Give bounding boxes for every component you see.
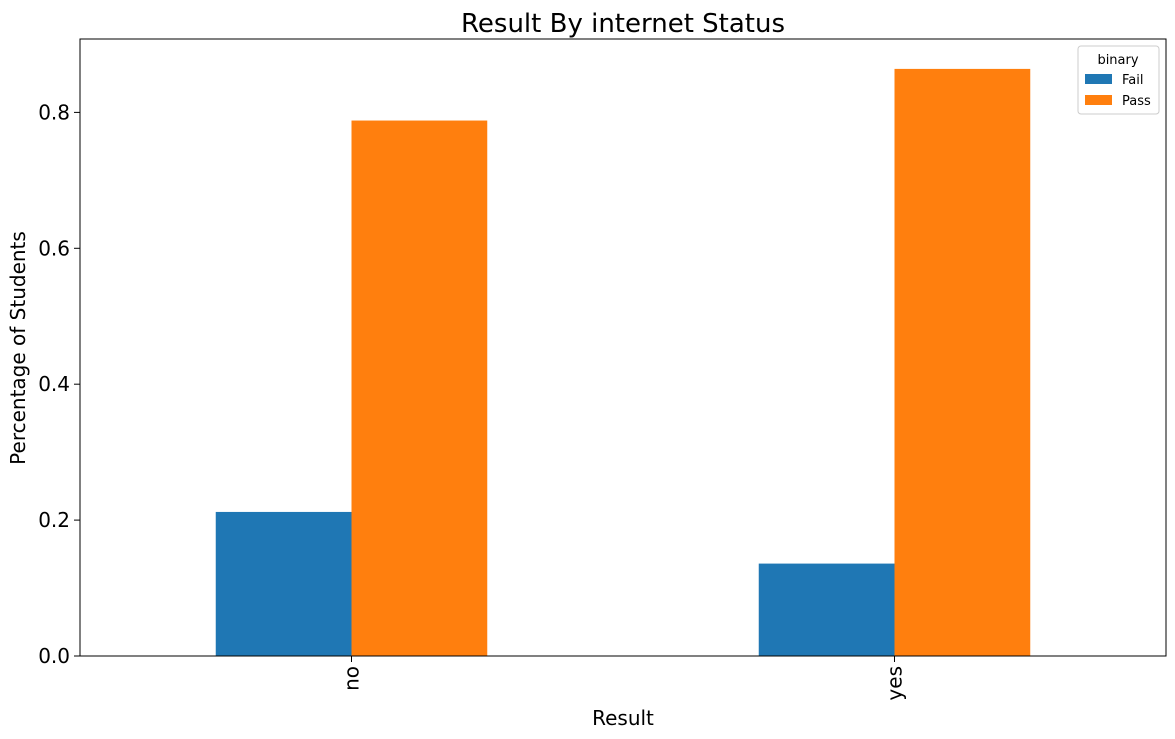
bar-fail-yes — [758, 563, 895, 656]
legend-items: Fail Pass — [1085, 73, 1151, 109]
y-tick-label: 0.0 — [38, 644, 70, 668]
legend-label-fail: Fail — [1122, 73, 1143, 88]
legend-title: binary — [1097, 53, 1138, 68]
axes-frame — [79, 38, 1167, 657]
y-tick-label: 0.6 — [38, 236, 70, 260]
x-axis-label: Result — [592, 706, 654, 730]
bar-pass-no — [351, 120, 488, 657]
bar-fail-no — [215, 511, 352, 656]
y-tick-label: 0.4 — [38, 372, 70, 396]
x-tick-label-yes: yes — [883, 666, 907, 701]
x-tick-label-no: no — [340, 666, 364, 691]
y-axis: 0.0 0.2 0.4 0.6 0.8 — [38, 100, 80, 668]
x-axis: no yes — [340, 656, 907, 701]
bar-pass-yes — [894, 68, 1031, 656]
plot-area — [79, 38, 1167, 657]
y-tick-label: 0.2 — [38, 508, 70, 532]
legend-label-pass: Pass — [1122, 94, 1151, 109]
legend: binary Fail Pass — [1077, 45, 1160, 115]
bars-group — [215, 68, 1031, 657]
legend-swatch-fail — [1085, 74, 1112, 84]
chart-title: Result By internet Status — [461, 9, 785, 39]
y-axis-label: Percentage of Students — [6, 231, 30, 465]
legend-swatch-pass — [1085, 95, 1112, 105]
y-tick-label: 0.8 — [38, 100, 70, 124]
